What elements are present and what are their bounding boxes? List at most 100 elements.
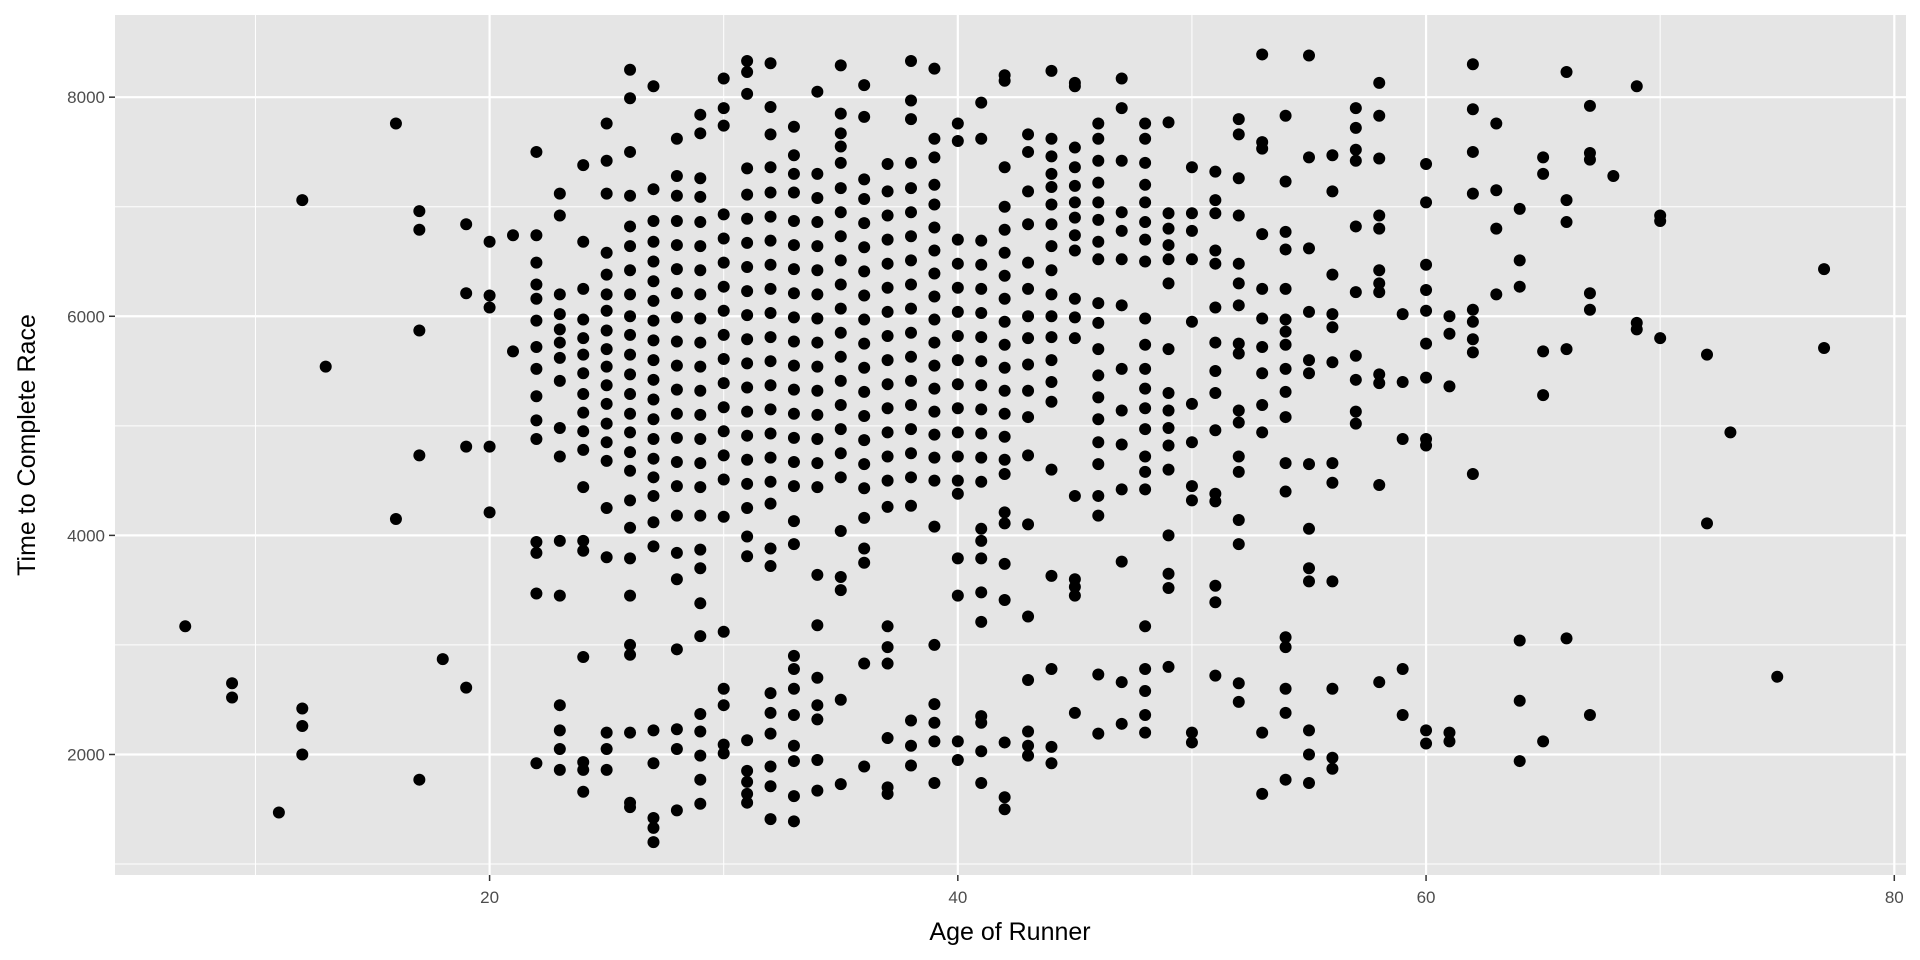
data-point [1537, 345, 1550, 358]
data-point [905, 447, 917, 460]
data-point [928, 290, 941, 303]
data-point [1607, 170, 1620, 183]
data-point [764, 355, 777, 368]
data-point [1022, 358, 1035, 371]
data-point [928, 267, 941, 280]
data-point [1303, 458, 1315, 471]
data-point [858, 657, 871, 670]
data-point [905, 350, 917, 363]
data-point [905, 374, 917, 387]
data-point [975, 534, 988, 547]
data-point [1513, 694, 1526, 707]
data-point [975, 258, 988, 271]
data-point [694, 312, 707, 325]
data-point [717, 510, 730, 523]
data-point [1373, 478, 1386, 491]
data-point [1232, 128, 1245, 141]
data-point [1373, 676, 1386, 689]
data-point [905, 471, 917, 484]
data-point [436, 653, 449, 666]
data-point [905, 759, 917, 772]
data-point [787, 515, 800, 528]
data-point [1209, 207, 1222, 220]
data-point [600, 246, 613, 259]
data-point [647, 314, 660, 327]
data-point [1045, 395, 1058, 408]
data-point [787, 167, 800, 180]
data-point [998, 791, 1011, 804]
data-point [1443, 380, 1456, 393]
data-point [483, 235, 496, 248]
data-point [1373, 222, 1386, 235]
data-point [1279, 282, 1292, 295]
data-point [1326, 682, 1339, 695]
data-point [670, 455, 683, 468]
data-point [647, 393, 660, 406]
data-point [296, 748, 309, 761]
data-point [530, 145, 543, 158]
data-point [1349, 417, 1362, 430]
data-point [1256, 426, 1269, 439]
data-point [834, 254, 847, 267]
data-point [834, 206, 847, 219]
data-point [1443, 726, 1456, 739]
data-point [1326, 476, 1339, 489]
data-point [1583, 287, 1596, 300]
data-point [647, 432, 660, 445]
data-point [1701, 348, 1713, 361]
data-point [787, 431, 800, 444]
data-point [811, 408, 824, 421]
data-point [530, 587, 543, 600]
data-point [717, 449, 730, 462]
data-point [670, 239, 683, 252]
data-point [787, 407, 800, 420]
data-point [905, 399, 917, 412]
data-point [694, 172, 707, 185]
data-point [834, 59, 847, 72]
data-point [951, 329, 964, 342]
data-point [1045, 740, 1058, 753]
data-point [296, 702, 309, 715]
data-point [951, 233, 964, 246]
data-point [764, 128, 777, 141]
data-point [647, 489, 660, 502]
data-point [1256, 282, 1269, 295]
data-point [600, 436, 613, 449]
data-point [787, 383, 800, 396]
data-point [1256, 142, 1269, 155]
data-point [1115, 102, 1128, 115]
data-point [1513, 755, 1526, 768]
data-point [553, 724, 566, 737]
data-point [998, 430, 1011, 443]
data-point [1068, 229, 1081, 242]
data-point [741, 796, 754, 809]
data-point [1654, 214, 1667, 227]
data-point [741, 87, 754, 100]
data-point [881, 402, 894, 415]
data-point [741, 787, 754, 800]
data-point [1232, 209, 1245, 222]
data-point [1185, 224, 1198, 237]
data-point [1022, 411, 1035, 424]
data-point [1139, 338, 1152, 351]
data-point [624, 220, 637, 233]
data-point [553, 323, 566, 336]
data-point [928, 405, 941, 418]
data-point [1162, 660, 1175, 673]
data-point [975, 331, 988, 344]
data-point [764, 475, 777, 488]
data-point [928, 198, 941, 211]
data-point [1443, 310, 1456, 323]
data-point [1092, 509, 1105, 522]
data-point [670, 263, 683, 276]
data-point [764, 161, 777, 174]
data-point [553, 374, 566, 387]
y-tick-label: 4000 [67, 526, 105, 545]
data-point [764, 542, 777, 555]
data-point [928, 474, 941, 487]
data-point [1420, 304, 1433, 317]
data-point [811, 671, 824, 684]
data-point [670, 804, 683, 817]
data-point [1279, 225, 1292, 238]
data-point [530, 414, 543, 427]
